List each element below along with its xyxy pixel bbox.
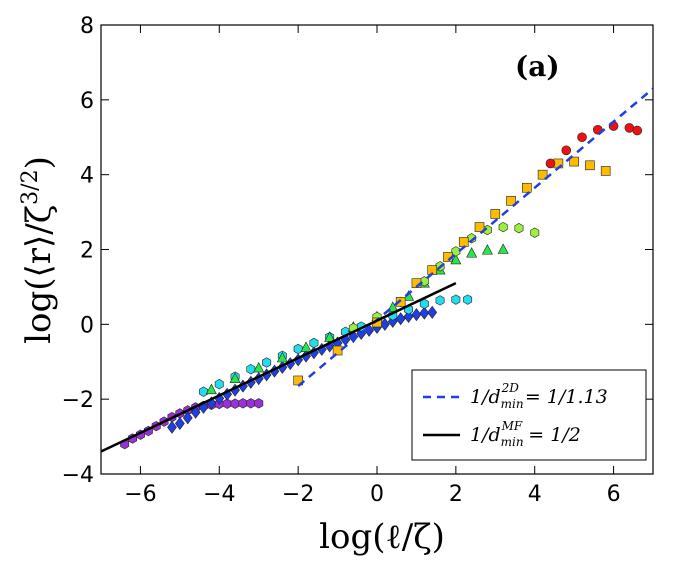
lime-point-8 xyxy=(498,221,508,233)
y-tick-label: 8 xyxy=(80,14,94,39)
reference-line-1 xyxy=(101,282,457,453)
orange-point-8 xyxy=(474,222,485,232)
x-axis-title: log(ℓ/ζ) xyxy=(319,517,445,557)
orange-point-9 xyxy=(490,209,501,219)
blue-point-3 xyxy=(190,405,201,419)
purple-point-17 xyxy=(254,398,264,409)
green-point-2 xyxy=(253,361,265,373)
cyan-point-16 xyxy=(451,294,461,305)
orange-point-11 xyxy=(522,182,532,193)
x-tick-label: 0 xyxy=(370,482,384,507)
legend-label-0: 1/dmin2D = 1/1.13 xyxy=(470,381,608,411)
red-point-0 xyxy=(545,158,556,169)
x-axis-title-text: log(ℓ/ζ) xyxy=(319,517,445,557)
orange-point-15 xyxy=(585,160,595,171)
x-tick-label: 4 xyxy=(528,482,542,507)
green-point-5 xyxy=(324,331,336,342)
x-tick-label: 2 xyxy=(449,482,463,507)
blue-point-29 xyxy=(395,312,406,326)
x-tick-label: −6 xyxy=(124,482,156,507)
blue-point-27 xyxy=(380,317,390,331)
cyan-point-1 xyxy=(214,379,224,390)
legend-label-1: 1/dminMF = 1/2 xyxy=(470,419,581,449)
cyan-point-3 xyxy=(246,364,256,375)
axis-ticks: −6 −4 −2 0 2 4 6 −4 −2 0 2 4 6 8 xyxy=(62,14,653,507)
y-tick-label: 6 xyxy=(80,89,94,114)
green-point-13 xyxy=(466,247,478,258)
orange-point-10 xyxy=(506,196,516,206)
blue-point-31 xyxy=(411,308,422,322)
series-purple xyxy=(120,398,264,450)
red-point-1 xyxy=(561,145,572,156)
blue-point-30 xyxy=(403,309,414,323)
legend-box xyxy=(411,369,647,461)
cyan-point-4 xyxy=(262,357,272,368)
green-point-4 xyxy=(300,341,312,352)
blue-point-32 xyxy=(419,306,430,320)
reference-lines xyxy=(101,87,653,453)
y-tick-label: 4 xyxy=(80,164,94,189)
lime-point-10 xyxy=(530,227,540,238)
x-tick-label: −2 xyxy=(282,482,314,507)
series-blue xyxy=(167,305,438,434)
cyan-point-15 xyxy=(435,295,445,306)
purple-point-15 xyxy=(238,398,248,409)
green-point-12 xyxy=(450,253,462,265)
x-tick-label: 6 xyxy=(607,482,621,507)
reference-line-0 xyxy=(297,87,653,388)
y-tick-label: −4 xyxy=(62,463,94,488)
lime-point-6 xyxy=(467,233,477,244)
blue-point-1 xyxy=(174,416,185,430)
green-point-8 xyxy=(387,301,399,312)
y-axis-title: log(⟨r⟩/ζ3/2) xyxy=(18,156,59,344)
orange-point-1 xyxy=(332,345,343,356)
orange-point-7 xyxy=(458,237,469,247)
blue-point-2 xyxy=(182,411,193,425)
green-point-14 xyxy=(481,244,493,255)
red-point-2 xyxy=(577,132,587,143)
green-point-15 xyxy=(497,243,509,254)
cyan-point-0 xyxy=(199,386,208,397)
green-point-0 xyxy=(205,383,217,395)
cyan-point-7 xyxy=(309,337,319,349)
series-orange xyxy=(293,156,611,386)
orange-point-16 xyxy=(600,166,611,176)
green-point-3 xyxy=(276,351,288,363)
red-point-6 xyxy=(632,125,643,136)
blue-point-33 xyxy=(427,305,438,319)
panel-label: (a) xyxy=(515,50,560,83)
cyan-point-17 xyxy=(463,294,473,305)
data-marks xyxy=(120,121,643,450)
orange-point-14 xyxy=(569,156,579,167)
y-axis-title-text: log(⟨r⟩/ζ3/2) xyxy=(18,156,59,344)
lime-point-9 xyxy=(514,223,524,234)
y-tick-label: 2 xyxy=(80,239,94,264)
blue-point-0 xyxy=(167,420,177,434)
purple-point-16 xyxy=(246,398,256,409)
cyan-point-6 xyxy=(293,343,303,355)
legend: 1/dmin2D = 1/1.13 1/dminMF = 1/2 xyxy=(411,369,647,461)
orange-point-3 xyxy=(395,297,406,307)
y-tick-label: −2 xyxy=(62,388,94,413)
series-lime xyxy=(348,221,540,334)
y-tick-label: 0 xyxy=(80,313,94,338)
x-tick-label: −4 xyxy=(203,482,235,507)
purple-point-14 xyxy=(230,398,240,409)
orange-point-12 xyxy=(537,169,548,180)
green-point-1 xyxy=(229,372,241,383)
